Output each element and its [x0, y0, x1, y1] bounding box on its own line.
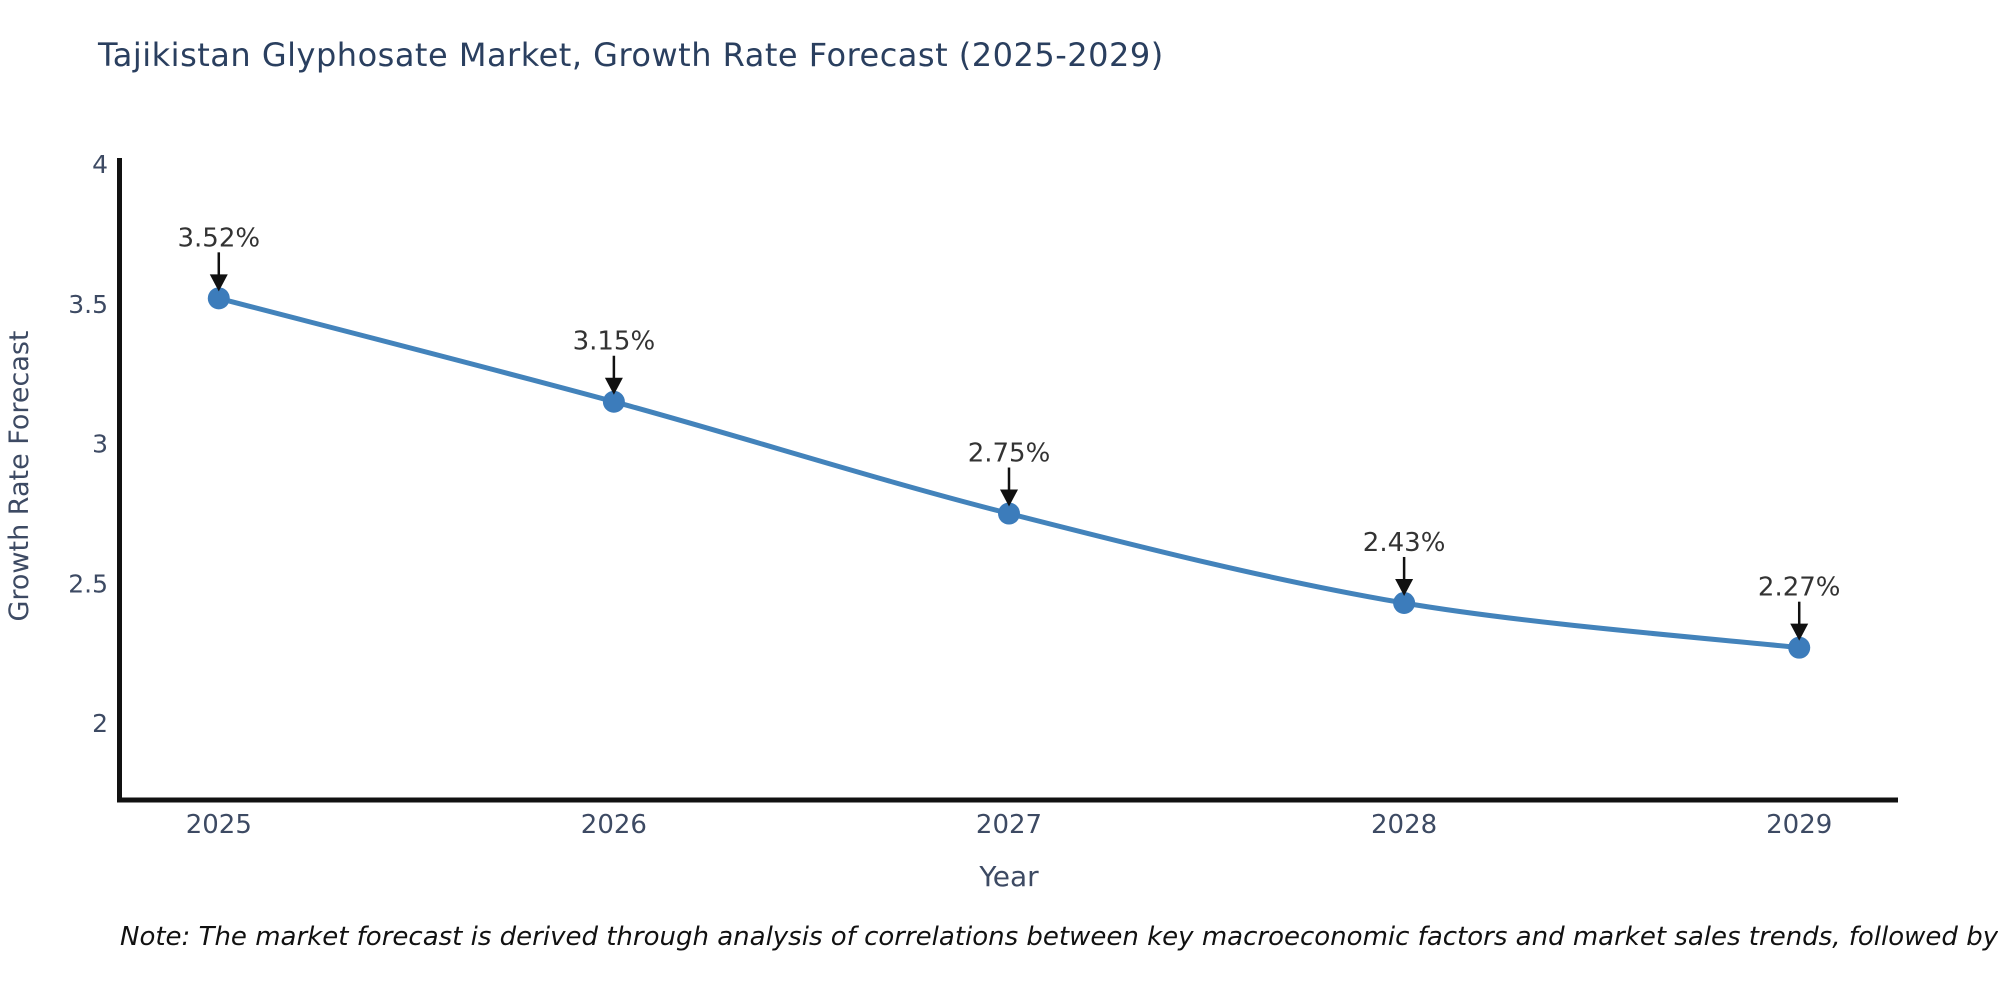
chart-title: Tajikistan Glyphosate Market, Growth Rat…	[98, 36, 1164, 74]
annotation-arrowhead-2025	[209, 274, 228, 292]
y-axis-title: Growth Rate Forecast	[4, 330, 35, 621]
annotation-label-2025: 3.52%	[177, 223, 260, 253]
annotation-label-2026: 3.15%	[573, 327, 656, 357]
data-point-2027[interactable]	[998, 502, 1020, 525]
annotation-arrowhead-2026	[604, 377, 623, 395]
y-tick-label-2.5: 2.5	[68, 569, 108, 598]
footnote: Note: The market forecast is derived thr…	[120, 922, 1998, 952]
annotation-label-2027: 2.75%	[968, 439, 1051, 469]
data-point-2029[interactable]	[1788, 636, 1811, 659]
data-point-2025[interactable]	[207, 287, 230, 310]
x-axis-title: Year	[978, 860, 1039, 893]
data-point-2026[interactable]	[602, 390, 625, 413]
annotation-label-2028: 2.43%	[1363, 528, 1446, 558]
y-tick-label-4: 4	[92, 150, 108, 179]
x-tick-label-2029: 2029	[1766, 810, 1832, 840]
annotation-arrowhead-2029	[1790, 623, 1809, 641]
y-tick-label-3: 3	[92, 430, 108, 459]
annotation-arrowhead-2027	[1000, 489, 1018, 507]
x-tick-label-2027: 2027	[976, 810, 1042, 840]
data-point-2028[interactable]	[1393, 591, 1416, 614]
annotation-arrowhead-2028	[1395, 578, 1414, 596]
y-tick-label-2: 2	[92, 709, 108, 738]
y-tick-label-3.5: 3.5	[68, 290, 108, 319]
x-tick-label-2026: 2026	[581, 810, 647, 840]
x-tick-label-2028: 2028	[1371, 810, 1437, 840]
annotation-label-2029: 2.27%	[1758, 573, 1841, 603]
x-tick-label-2025: 2025	[186, 810, 252, 840]
